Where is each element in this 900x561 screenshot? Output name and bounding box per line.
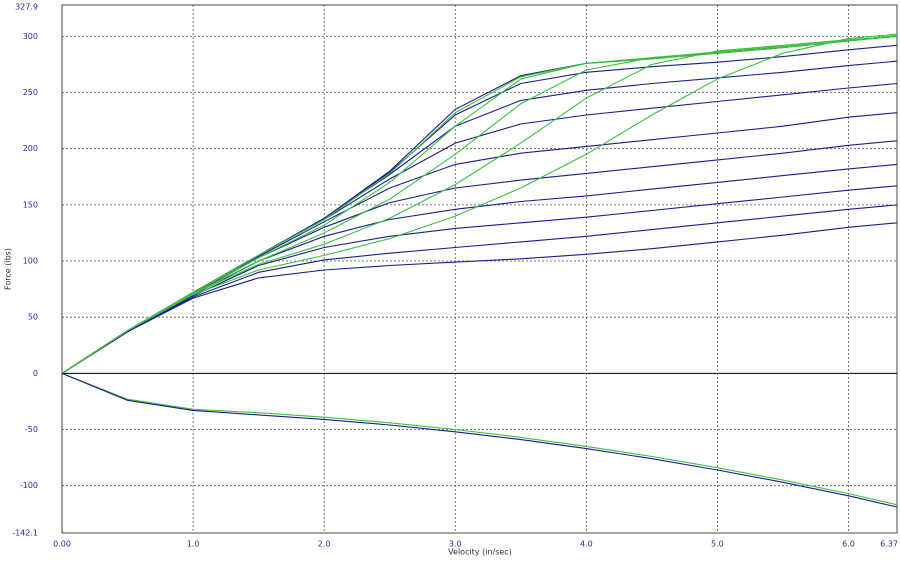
y-tick-label: 250 <box>23 88 38 97</box>
y-tick-label: 327.9 <box>15 3 38 12</box>
series-line <box>61 33 898 374</box>
x-tick-label: 0.00 <box>53 540 71 549</box>
y-tick-label: 150 <box>23 200 38 209</box>
x-tick-label: 2.0 <box>318 540 331 549</box>
series-line <box>61 372 898 506</box>
x-axis-label: Velocity (in/sec) <box>448 548 512 557</box>
x-tick-label: 6.37 <box>880 540 898 549</box>
y-tick-label: 0 <box>33 369 38 378</box>
y-tick-label: -50 <box>25 425 38 434</box>
x-tick-label: 5.0 <box>711 540 724 549</box>
x-tick-label: 1.0 <box>187 540 200 549</box>
y-tick-label: 100 <box>23 257 38 266</box>
series-line <box>61 34 898 374</box>
series-line <box>61 204 898 374</box>
x-tick-label: 3.0 <box>449 540 462 549</box>
plot-border <box>61 4 898 534</box>
series-line <box>61 372 898 508</box>
y-tick-label: 300 <box>23 32 38 41</box>
y-tick-label: -142.1 <box>12 529 38 538</box>
y-axis-label: Force (lbs) <box>4 248 13 290</box>
y-tick-label: 50 <box>28 313 38 322</box>
y-tick-label: 200 <box>23 144 38 153</box>
series-line <box>61 222 898 374</box>
x-tick-label: 4.0 <box>580 540 593 549</box>
x-tick-label: 6.0 <box>842 540 855 549</box>
y-tick-label: -100 <box>20 481 38 490</box>
